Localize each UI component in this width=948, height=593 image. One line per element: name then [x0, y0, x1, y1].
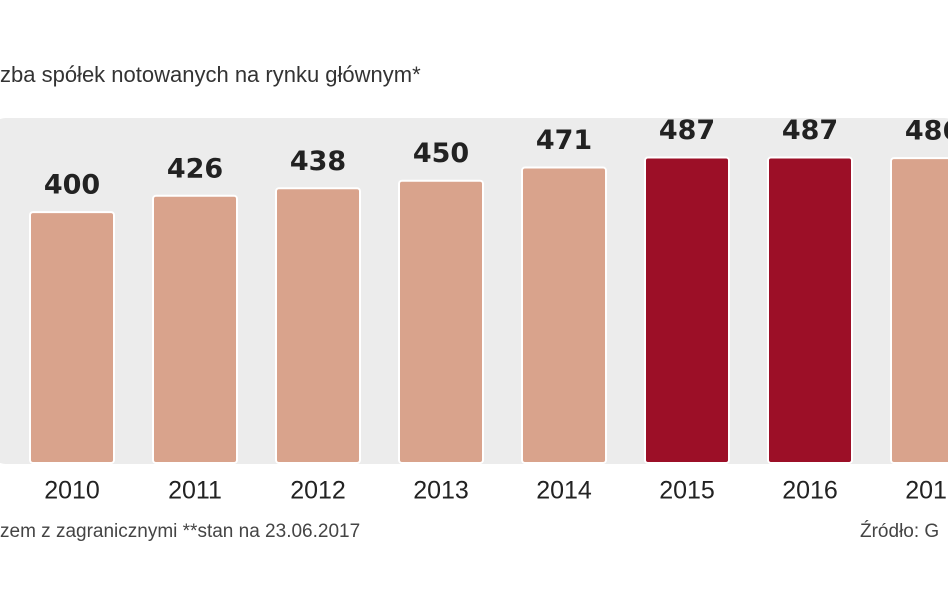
bar — [521, 166, 607, 465]
bar — [152, 194, 238, 464]
footnote: zem z zagranicznymi **stan na 23.06.2017 — [0, 521, 360, 542]
bar — [29, 211, 115, 464]
x-tick-label: 2015 — [659, 477, 715, 505]
value-label: 487 — [782, 115, 838, 146]
bar — [890, 157, 948, 464]
x-tick-label: 2013 — [413, 477, 469, 505]
source: Źródło: G — [860, 521, 939, 542]
bar — [275, 187, 361, 464]
x-tick-label: 2017 — [905, 477, 948, 505]
bar — [767, 156, 853, 464]
value-label: 471 — [536, 125, 592, 156]
value-label: 400 — [44, 170, 100, 201]
x-tick-label: 2010 — [44, 477, 100, 505]
value-label: 486 — [905, 116, 948, 147]
chart-title: zba spółek notowanych na rynku głównym* — [0, 62, 421, 87]
value-label: 426 — [167, 153, 223, 184]
bar — [644, 156, 730, 464]
x-tick-label: 2011 — [168, 477, 222, 505]
value-label: 438 — [290, 146, 346, 177]
value-label: 450 — [413, 138, 469, 169]
bar — [398, 179, 484, 465]
x-tick-label: 2012 — [290, 477, 346, 505]
x-tick-label: 2016 — [782, 477, 838, 505]
value-label: 487 — [659, 115, 715, 146]
x-tick-label: 2014 — [536, 477, 592, 505]
